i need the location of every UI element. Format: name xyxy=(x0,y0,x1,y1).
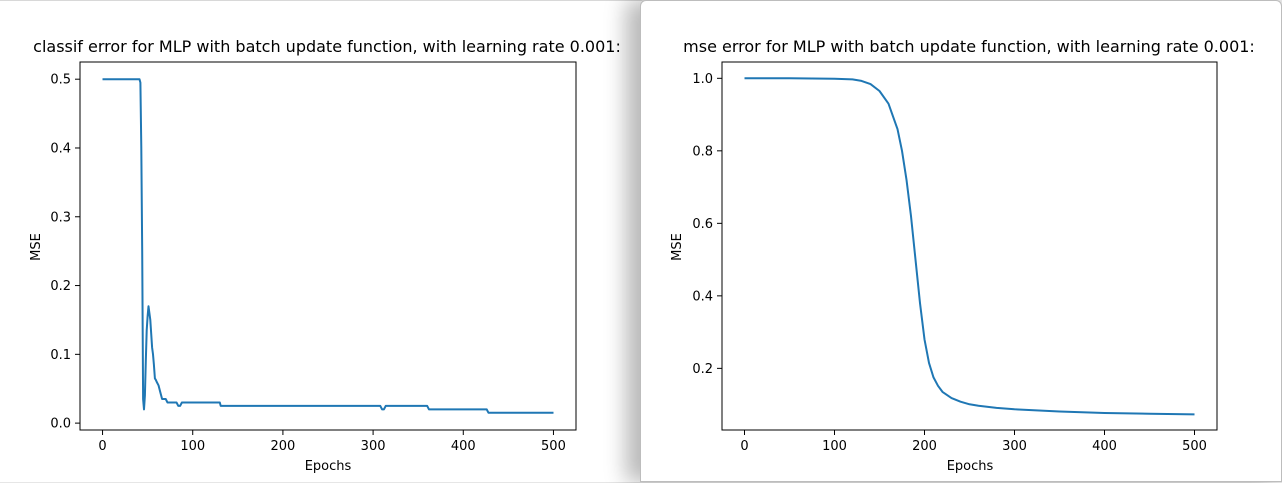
x-tick-label: 0 xyxy=(98,439,106,454)
y-tick-label: 0.2 xyxy=(50,279,71,294)
x-tick-label: 100 xyxy=(822,439,847,454)
x-tick-label: 0 xyxy=(740,439,748,454)
x-tick-label: 200 xyxy=(270,439,295,454)
x-axis-label: Epochs xyxy=(947,459,994,474)
mse-error-chart: mse error for MLP with batch update func… xyxy=(670,37,1255,474)
y-tick-label: 1.0 xyxy=(692,72,713,87)
x-tick-label: 400 xyxy=(451,439,476,454)
y-tick-label: 0.4 xyxy=(692,289,713,304)
chart-title: classif error for MLP with batch update … xyxy=(33,37,621,56)
classif-error-chart: classif error for MLP with batch update … xyxy=(29,37,621,474)
plot-frame xyxy=(79,61,577,431)
y-tick-label: 0.2 xyxy=(692,362,713,377)
x-tick-label: 500 xyxy=(1182,439,1207,454)
x-tick-label: 300 xyxy=(1002,439,1027,454)
series-line-0 xyxy=(744,77,1195,416)
x-tick-label: 500 xyxy=(541,439,566,454)
x-tick-label: 300 xyxy=(361,439,386,454)
x-tick-label: 200 xyxy=(912,439,937,454)
plot-frame xyxy=(721,61,1218,431)
y-tick-label: 0.1 xyxy=(50,348,71,363)
x-tick-label: 400 xyxy=(1092,439,1117,454)
x-axis-label: Epochs xyxy=(305,459,352,474)
y-axis-label: MSE xyxy=(29,233,44,261)
plot-window-mse: mse error for MLP with batch update func… xyxy=(640,0,1282,482)
chart-title: mse error for MLP with batch update func… xyxy=(683,37,1255,56)
plot-window-classif: classif error for MLP with batch update … xyxy=(0,0,642,482)
series-line-0 xyxy=(102,78,554,414)
x-tick-label: 100 xyxy=(180,439,205,454)
y-tick-label: 0.5 xyxy=(50,73,71,88)
y-tick-label: 0.6 xyxy=(692,217,713,232)
y-axis-label: MSE xyxy=(670,233,685,261)
y-tick-label: 0.8 xyxy=(692,144,713,159)
y-tick-label: 0.0 xyxy=(50,417,71,432)
y-tick-label: 0.3 xyxy=(50,210,71,225)
y-tick-label: 0.4 xyxy=(50,141,71,156)
